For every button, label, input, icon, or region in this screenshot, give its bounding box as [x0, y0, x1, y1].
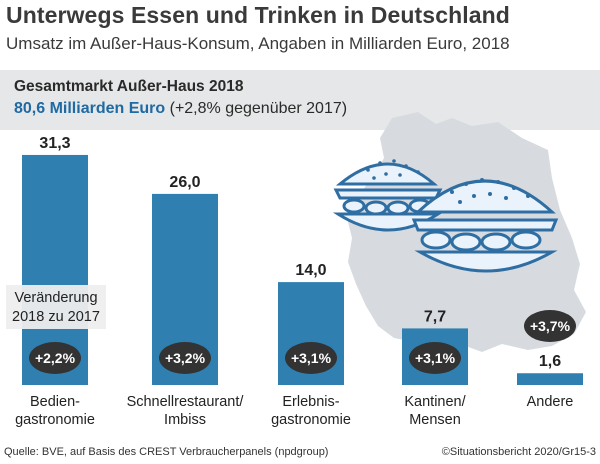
- change-badge-2: [159, 342, 211, 374]
- change-label-3: +3,1%: [291, 350, 332, 366]
- change-badge-5: [524, 310, 576, 342]
- chart-subtitle: Umsatz im Außer-Haus-Konsum, Angaben in …: [6, 34, 510, 53]
- category-label-4-line-1: Kantinen/: [404, 394, 466, 410]
- value-label-1: 31,3: [39, 135, 70, 152]
- total-market-banner: [0, 70, 600, 130]
- change-note-line-1: Veränderung: [14, 290, 97, 306]
- category-label-2-line-1: Schnellrestaurant/: [127, 394, 245, 410]
- total-market-change: (+2,8% gegenüber 2017): [169, 100, 348, 117]
- source-note: Quelle: BVE, auf Basis des CREST Verbrau…: [4, 446, 329, 458]
- change-note-line-2: 2018 zu 2017: [12, 309, 100, 325]
- category-label-3-line-2: gastronomie: [271, 412, 351, 428]
- value-label-5: 1,6: [539, 353, 561, 370]
- total-market-line: 80,6 Milliarden Euro (+2,8% gegenüber 20…: [14, 100, 347, 118]
- chart-title: Unterwegs Essen und Trinken in Deutschla…: [6, 2, 510, 28]
- change-label-2: +3,2%: [165, 350, 206, 366]
- value-label-3: 14,0: [295, 262, 326, 279]
- total-market-value: 80,6 Milliarden Euro: [14, 100, 166, 117]
- change-label-5: +3,7%: [530, 318, 571, 334]
- change-note-box: [6, 285, 106, 329]
- category-label-1-line-2: gastronomie: [15, 412, 95, 428]
- category-label-3-line-1: Erlebnis-: [282, 394, 339, 410]
- change-label-4: +3,1%: [415, 350, 456, 366]
- burger-icon: [332, 159, 444, 232]
- category-label-2-line-2: Imbiss: [164, 412, 206, 428]
- change-label-1: +2,2%: [35, 350, 76, 366]
- category-label-4-line-2: Mensen: [409, 412, 461, 428]
- change-badge-3: [285, 342, 337, 374]
- change-badge-1: [29, 342, 81, 374]
- value-label-2: 26,0: [169, 174, 200, 191]
- category-label-1-line-1: Bedien-: [30, 394, 80, 410]
- category-label-5-line-1: Andere: [527, 394, 574, 410]
- credit-note: ©Situationsbericht 2020/Gr15-3: [441, 446, 596, 458]
- burger-icon-large: [411, 178, 559, 273]
- value-label-4: 7,7: [424, 308, 446, 325]
- total-market-title: Gesamtmarkt Außer-Haus 2018: [14, 78, 244, 95]
- bar-5: [517, 373, 583, 385]
- change-badge-4: [409, 342, 461, 374]
